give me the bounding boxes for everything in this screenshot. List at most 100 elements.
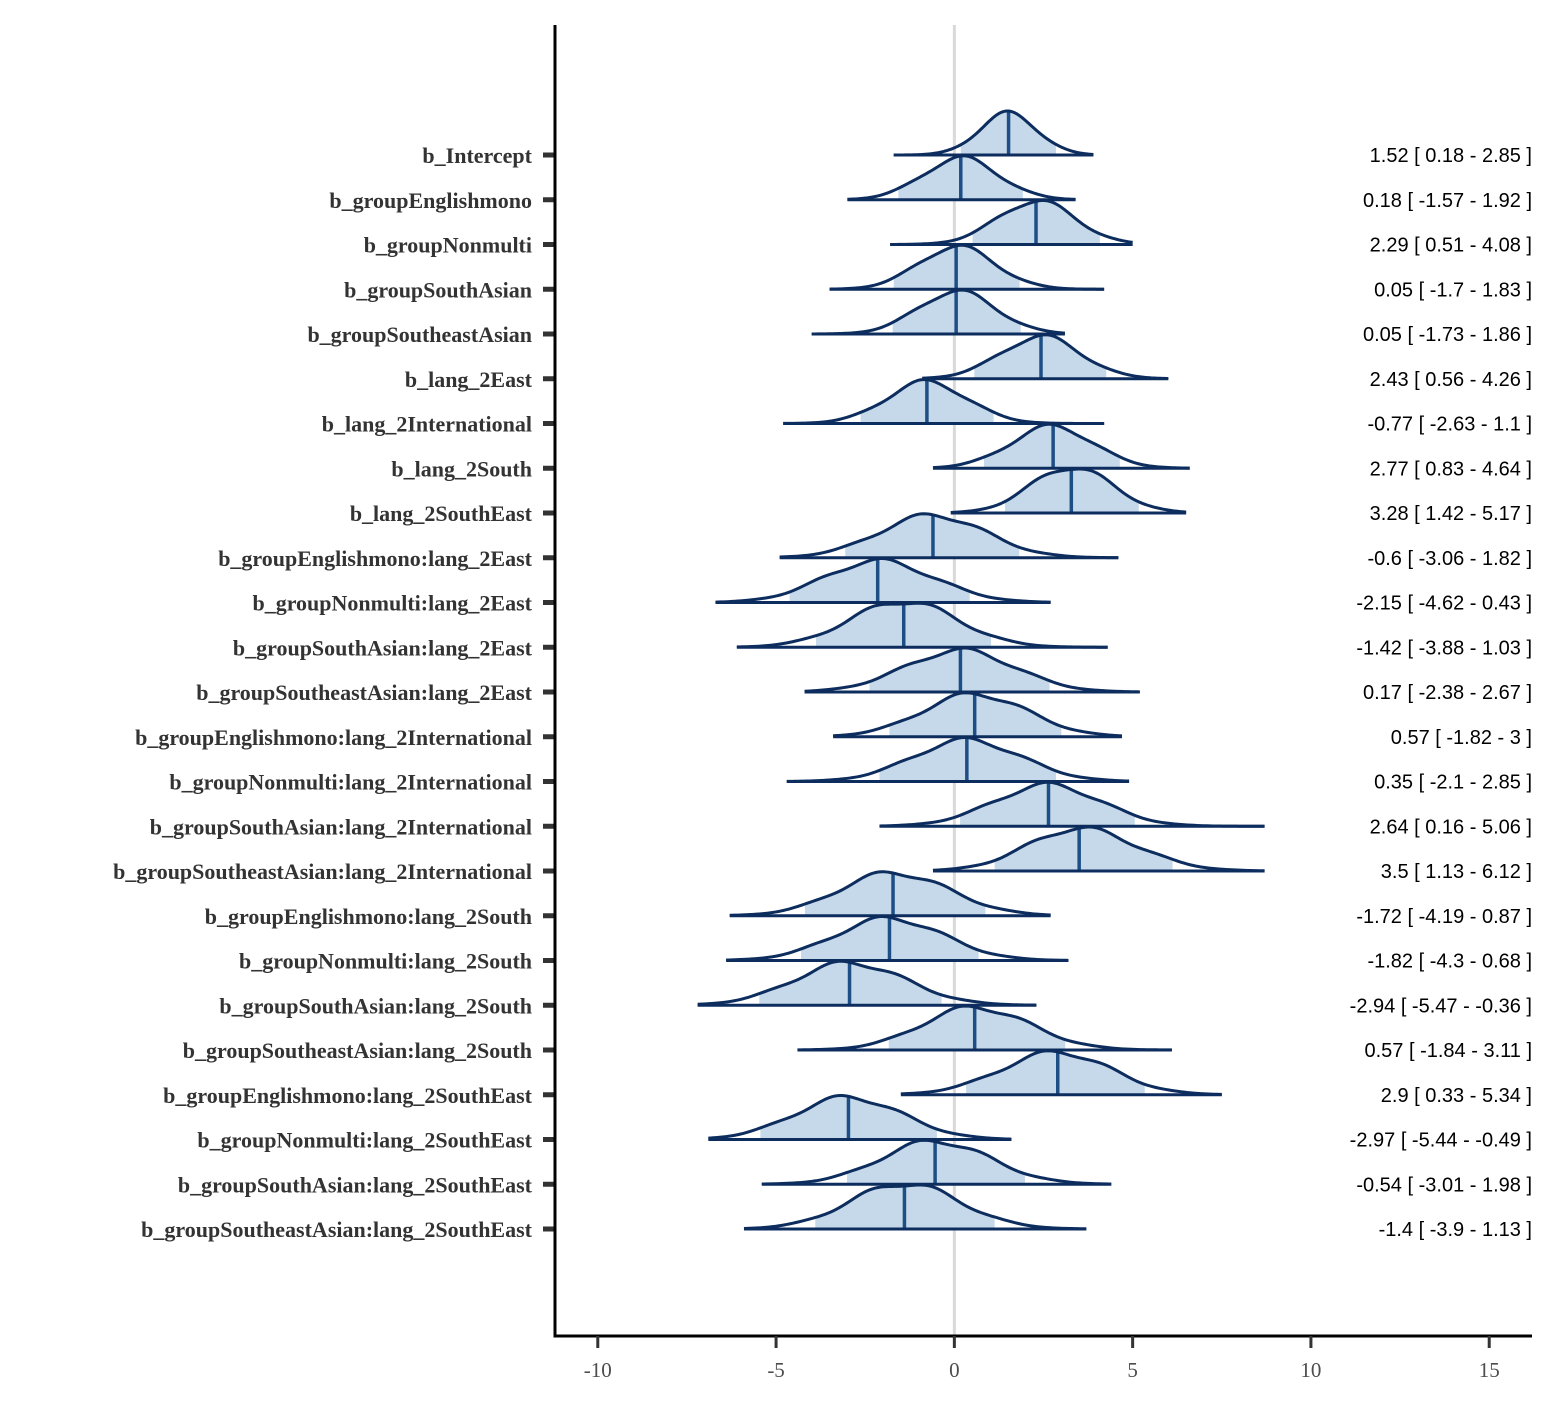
ridge-density-outline bbox=[833, 691, 1123, 738]
ridge-18 bbox=[729, 870, 1051, 918]
y-tick-label: b_groupSouthAsian:lang_2South bbox=[219, 993, 532, 1018]
ridge-1 bbox=[893, 109, 1094, 157]
ridge-density-outline bbox=[708, 1094, 1012, 1141]
interval-label: 0.05 [ -1.7 - 1.83 ] bbox=[1374, 279, 1532, 301]
y-tick-label: b_groupNonmulti bbox=[364, 233, 532, 258]
ridge-density-outline bbox=[743, 1183, 1087, 1231]
y-tick-label: b_groupSouthAsian:lang_2SouthEast bbox=[178, 1172, 533, 1197]
ridge-density-outline bbox=[900, 1049, 1222, 1096]
x-tick-label: 5 bbox=[1127, 1358, 1138, 1382]
ridge-density-outline bbox=[729, 870, 1051, 917]
interval-label: 3.28 [ 1.42 - 5.17 ] bbox=[1370, 503, 1532, 525]
ridge-8 bbox=[932, 422, 1190, 470]
ridge-21 bbox=[797, 1004, 1172, 1052]
interval-label: 2.29 [ 0.51 - 4.08 ] bbox=[1370, 235, 1532, 257]
ridge-layer bbox=[697, 109, 1265, 1231]
ridge-25 bbox=[743, 1183, 1087, 1231]
y-tick-label: b_groupSouthAsian:lang_2East bbox=[233, 635, 533, 660]
ridge-interval-fill bbox=[994, 827, 1173, 871]
ridge-interval-fill bbox=[888, 1006, 1066, 1050]
interval-label: 0.17 [ -2.38 - 2.67 ] bbox=[1363, 682, 1532, 704]
y-tick-label: b_groupSoutheastAsian:lang_2East bbox=[196, 680, 532, 705]
ridge-density-outline bbox=[922, 333, 1169, 381]
ridge-9 bbox=[950, 467, 1187, 515]
ridge-7 bbox=[783, 378, 1105, 425]
y-tick-label: b_Intercept bbox=[422, 143, 532, 168]
ridge-6 bbox=[922, 333, 1169, 381]
y-tick-label: b_groupSouthAsian:lang_2International bbox=[150, 814, 532, 839]
ridge-16 bbox=[879, 780, 1265, 828]
interval-label: 0.57 [ -1.84 - 3.11 ] bbox=[1364, 1040, 1532, 1062]
y-tick-label: b_groupSoutheastAsian:lang_2SouthEast bbox=[141, 1217, 532, 1242]
y-tick-label: b_groupNonmulti:lang_2East bbox=[252, 591, 532, 616]
ridge-13 bbox=[804, 646, 1140, 694]
interval-label: -2.15 [ -4.62 - 0.43 ] bbox=[1356, 593, 1532, 615]
y-tick-label: b_groupEnglishmono bbox=[329, 188, 532, 213]
y-tick-label: b_lang_2South bbox=[391, 456, 532, 481]
y-tick-label: b_lang_2International bbox=[322, 412, 532, 437]
ridge-5 bbox=[811, 288, 1065, 336]
ridge-4 bbox=[829, 243, 1105, 291]
y-tick-label: b_groupSoutheastAsian:lang_2South bbox=[183, 1038, 532, 1063]
interval-label: -2.94 [ -5.47 - -0.36 ] bbox=[1350, 995, 1532, 1017]
interval-label: 1.52 [ 0.18 - 2.85 ] bbox=[1370, 145, 1532, 167]
ridge-14 bbox=[833, 691, 1123, 739]
ridge-23 bbox=[708, 1094, 1012, 1141]
interval-label: 2.43 [ 0.56 - 4.26 ] bbox=[1370, 369, 1532, 391]
y-tick-label: b_groupNonmulti:lang_2International bbox=[169, 770, 532, 795]
y-axis-labels: b_Intercept b_groupEnglishmono b_groupNonm… bbox=[113, 143, 533, 1242]
interval-label: -1.72 [ -4.19 - 0.87 ] bbox=[1356, 906, 1532, 928]
ridge-density-outline bbox=[715, 557, 1051, 604]
interval-label: 2.64 [ 0.16 - 5.06 ] bbox=[1370, 816, 1532, 838]
interval-label: -1.42 [ -3.88 - 1.03 ] bbox=[1356, 637, 1532, 659]
ridge-density-outline bbox=[950, 467, 1187, 514]
y-tick-label: b_lang_2SouthEast bbox=[350, 501, 533, 526]
ridge-24 bbox=[761, 1138, 1112, 1186]
ridge-2 bbox=[847, 154, 1076, 202]
y-tick-label: b_groupSoutheastAsian:lang_2Internationa… bbox=[113, 859, 532, 884]
interval-label: -0.54 [ -3.01 - 1.98 ] bbox=[1356, 1174, 1532, 1196]
ridge-density-outline bbox=[697, 959, 1037, 1007]
ridge-12 bbox=[736, 601, 1108, 649]
x-tick-label: -10 bbox=[584, 1358, 612, 1382]
interval-label: 0.18 [ -1.57 - 1.92 ] bbox=[1363, 190, 1532, 212]
ridge-density-outline bbox=[797, 1004, 1172, 1052]
ridge-density-outline bbox=[786, 736, 1130, 783]
interval-label: 2.9 [ 0.33 - 5.34 ] bbox=[1381, 1085, 1532, 1107]
interval-label: 0.35 [ -2.1 - 2.85 ] bbox=[1374, 772, 1532, 794]
ridge-15 bbox=[786, 736, 1130, 783]
y-tick-label: b_groupSouthAsian bbox=[344, 277, 532, 302]
x-tick-label: -5 bbox=[767, 1358, 785, 1382]
y-tick-label: b_groupEnglishmono:lang_2International bbox=[135, 725, 532, 750]
interval-label: 2.77 [ 0.83 - 4.64 ] bbox=[1370, 458, 1532, 480]
y-tick-label: b_groupNonmulti:lang_2South bbox=[239, 949, 532, 974]
ridge-10 bbox=[779, 512, 1119, 560]
ridge-density-outline bbox=[804, 646, 1140, 694]
ridge-19 bbox=[726, 915, 1069, 962]
ridge-interval-fill bbox=[804, 871, 986, 916]
ridge-density-outline bbox=[761, 1138, 1112, 1186]
x-tick-label: 10 bbox=[1300, 1358, 1321, 1382]
y-tick-label: b_groupSoutheastAsian bbox=[307, 322, 532, 347]
y-tick-label: b_groupEnglishmono:lang_2SouthEast bbox=[163, 1083, 533, 1108]
interval-label: -2.97 [ -5.44 - -0.49 ] bbox=[1350, 1130, 1532, 1152]
ridge-density-outline bbox=[779, 512, 1119, 560]
y-tick-label: b_groupEnglishmono:lang_2South bbox=[205, 904, 532, 929]
interval-label: 0.57 [ -1.82 - 3 ] bbox=[1391, 727, 1532, 749]
y-tick-label: b_groupEnglishmono:lang_2East bbox=[218, 546, 532, 571]
ridge-22 bbox=[900, 1049, 1222, 1097]
interval-label: 3.5 [ 1.13 - 6.12 ] bbox=[1381, 861, 1532, 883]
interval-label: -0.6 [ -3.06 - 1.82 ] bbox=[1367, 548, 1532, 570]
interval-label: -0.77 [ -2.63 - 1.1 ] bbox=[1367, 414, 1532, 436]
ridge-3 bbox=[890, 199, 1133, 246]
ridge-17 bbox=[932, 825, 1265, 873]
ridge-density-outline bbox=[847, 154, 1076, 201]
axis-layer: -10 -5 0 5 10 15 bbox=[543, 25, 1532, 1382]
ridge-density-outline bbox=[932, 422, 1190, 470]
y-tick-label: b_lang_2East bbox=[405, 367, 533, 392]
interval-label: -1.82 [ -4.3 - 0.68 ] bbox=[1367, 951, 1532, 973]
interval-label: 0.05 [ -1.73 - 1.86 ] bbox=[1363, 324, 1532, 346]
x-tick-label: 0 bbox=[949, 1358, 960, 1382]
y-tick-label: b_groupNonmulti:lang_2SouthEast bbox=[197, 1128, 532, 1153]
